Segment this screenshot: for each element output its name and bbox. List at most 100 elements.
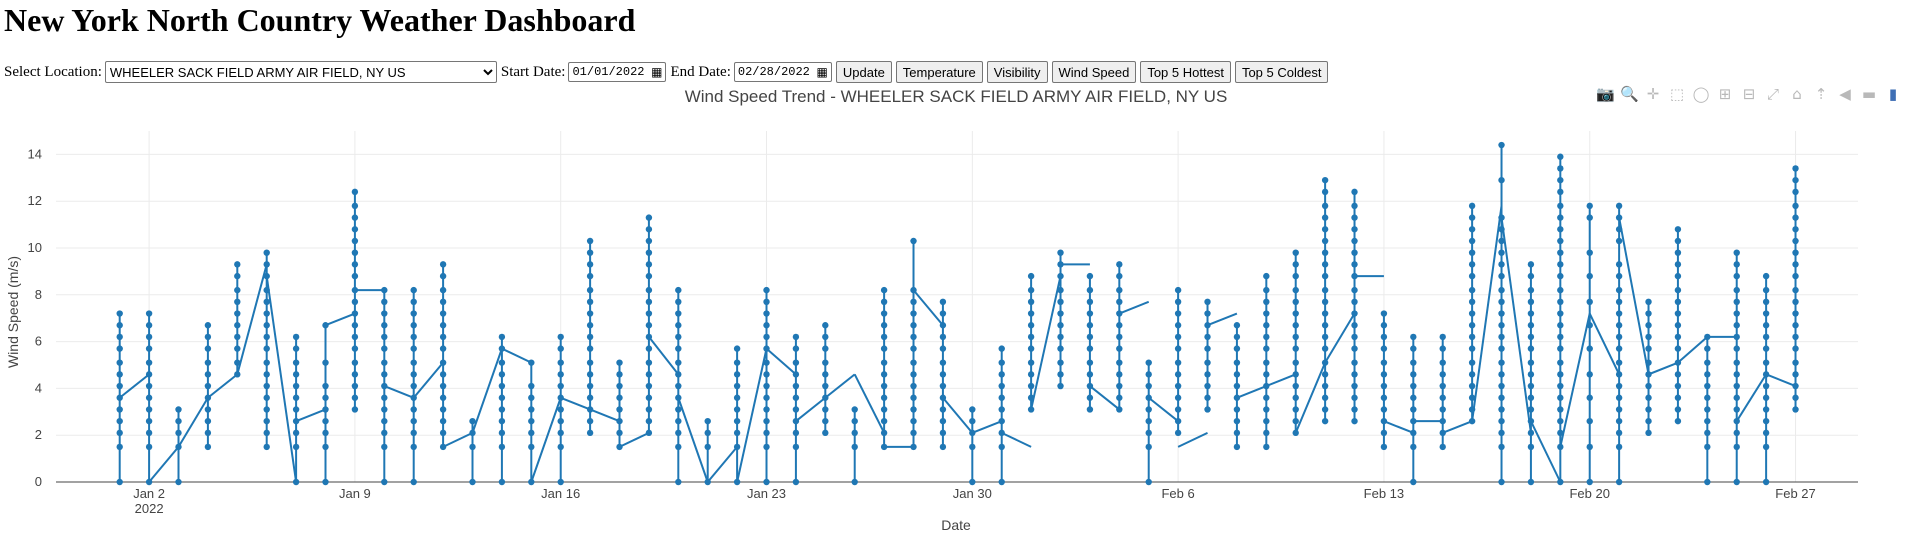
data-point-2022-02-15: [1439, 371, 1446, 378]
data-point-2022-01-10: [381, 443, 388, 451]
data-point-2022-01-18: [616, 406, 623, 413]
data-point-2022-02-12: [1351, 214, 1358, 221]
data-point-2022-01-05: [234, 261, 241, 268]
data-point-2022-01-18: [616, 429, 623, 437]
data-point-2022-01-10: [381, 417, 388, 425]
data-point-2022-02-25: [1733, 249, 1740, 256]
data-point-2022-01-31: [998, 406, 1005, 413]
data-point-2022-02-09: [1263, 310, 1270, 317]
data-point-2022-01-09: [351, 188, 359, 196]
data-point-2022-02-19: [1557, 226, 1564, 233]
spike-lines-icon[interactable]: ⇡: [1814, 85, 1828, 103]
data-point-2022-02-03: [1086, 382, 1094, 390]
data-point-2022-01-26: [851, 406, 858, 413]
data-point-2022-02-20: [1586, 417, 1593, 425]
start-date-input[interactable]: 01/01/2022 ▦: [568, 62, 667, 82]
data-point-2022-02-19: [1557, 429, 1564, 437]
data-point-2022-02-02: [1057, 345, 1064, 352]
data-point-2022-01-28: [910, 286, 917, 294]
data-point-2022-02-16: [1468, 298, 1476, 306]
lasso-select-icon[interactable]: ◯: [1692, 85, 1710, 103]
top-5-coldest-button[interactable]: Top 5 Coldest: [1234, 61, 1329, 83]
data-point-2022-02-11: [1321, 310, 1329, 317]
data-point-2022-02-24: [1704, 406, 1711, 413]
data-point-2022-01-29: [939, 298, 947, 306]
autoscale-icon[interactable]: ⤢: [1766, 85, 1779, 103]
calendar-icon[interactable]: ▦: [816, 65, 828, 79]
connector-2022-01-22: [736, 348, 768, 483]
connector-2022-02-11: [1324, 313, 1356, 364]
data-point-2022-02-26: [1762, 371, 1770, 378]
zoom-icon[interactable]: 🔍: [1620, 85, 1639, 103]
data-point-2022-01-01: [116, 322, 123, 329]
pan-icon[interactable]: ✛: [1646, 85, 1660, 103]
data-point-2022-01-17: [586, 322, 594, 329]
connector-2022-01-13: [471, 348, 503, 434]
data-point-2022-01-14: [498, 345, 506, 352]
update-button[interactable]: Update: [835, 61, 892, 83]
data-point-2022-01-25: [822, 322, 829, 329]
location-select[interactable]: WHEELER SACK FIELD ARMY AIR FIELD, NY US: [104, 61, 497, 83]
data-point-2022-01-08: [322, 394, 329, 401]
top-5-hottest-button[interactable]: Top 5 Hottest: [1140, 61, 1231, 83]
box-select-icon[interactable]: ⬚: [1669, 85, 1685, 103]
data-point-2022-02-08: [1233, 394, 1241, 401]
data-point-2022-02-27: [1792, 333, 1799, 341]
data-point-2022-02-03: [1086, 322, 1094, 329]
data-point-2022-01-31: [998, 359, 1005, 366]
data-point-2022-02-25: [1733, 382, 1740, 390]
data-point-2022-02-20: [1586, 298, 1593, 306]
wind-speed-button[interactable]: Wind Speed: [1051, 61, 1137, 83]
hover-closest-icon[interactable]: ◀: [1839, 85, 1851, 103]
data-point-2022-02-20: [1586, 394, 1593, 401]
data-point-2022-02-23: [1674, 272, 1682, 280]
visibility-button[interactable]: Visibility: [986, 61, 1048, 83]
data-point-2022-01-03: [175, 417, 182, 425]
data-point-2022-01-16: [557, 417, 564, 425]
data-point-2022-02-27: [1792, 249, 1799, 256]
camera-icon[interactable]: 📷: [1596, 85, 1615, 103]
data-point-2022-01-15: [528, 443, 535, 451]
calendar-icon[interactable]: ▦: [651, 65, 663, 79]
data-point-2022-01-07: [292, 382, 300, 390]
zoom-in-icon[interactable]: ⊞: [1718, 85, 1732, 103]
data-point-2022-02-17: [1498, 429, 1505, 437]
plotly-logo-icon[interactable]: ▮: [1888, 85, 1898, 103]
data-point-2022-01-21: [704, 443, 711, 451]
end-date-input[interactable]: 02/28/2022 ▦: [733, 62, 832, 82]
data-point-2022-02-25: [1733, 394, 1740, 401]
data-point-2022-01-27: [880, 322, 888, 329]
hover-compare-icon[interactable]: ▬: [1861, 85, 1877, 103]
data-point-2022-02-25: [1733, 406, 1740, 413]
data-point-2022-01-14: [498, 371, 506, 378]
y-tick-label: 10: [28, 240, 42, 255]
data-point-2022-02-14: [1410, 333, 1417, 341]
data-point-2022-01-16: [557, 478, 564, 486]
y-tick-label: 2: [35, 427, 42, 442]
data-point-2022-01-19: [645, 406, 653, 413]
data-point-2022-02-18: [1527, 272, 1535, 280]
data-point-2022-01-02: [145, 322, 153, 329]
temperature-button[interactable]: Temperature: [895, 61, 983, 83]
data-point-2022-02-24: [1704, 394, 1711, 401]
data-point-2022-02-21: [1615, 261, 1623, 268]
data-point-2022-02-08: [1233, 382, 1241, 390]
data-point-2022-02-18: [1527, 443, 1535, 451]
reset-axes-icon[interactable]: ⌂: [1792, 85, 1802, 103]
data-point-2022-02-12: [1351, 333, 1358, 341]
data-point-2022-01-04: [204, 417, 212, 425]
data-point-2022-01-06: [263, 429, 270, 437]
data-point-2022-02-17: [1498, 310, 1505, 317]
data-point-2022-02-01: [1027, 272, 1035, 280]
data-point-2022-02-11: [1321, 382, 1329, 390]
data-point-2022-01-06: [263, 322, 270, 329]
data-point-2022-01-01: [116, 394, 123, 401]
data-point-2022-02-04: [1116, 345, 1123, 352]
data-point-2022-01-20: [675, 382, 682, 390]
data-point-2022-01-09: [351, 359, 359, 366]
data-point-2022-02-23: [1674, 333, 1682, 341]
zoom-out-icon[interactable]: ⊟: [1742, 85, 1756, 103]
data-point-2022-01-15: [528, 417, 535, 425]
data-point-2022-01-10: [381, 371, 388, 378]
data-point-2022-02-23: [1674, 382, 1682, 390]
